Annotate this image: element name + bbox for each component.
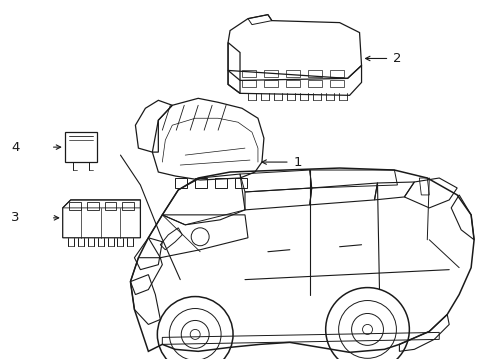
Text: 3: 3: [11, 211, 20, 224]
Text: 2: 2: [393, 52, 401, 65]
Text: 4: 4: [11, 141, 19, 154]
Text: 1: 1: [293, 156, 302, 168]
